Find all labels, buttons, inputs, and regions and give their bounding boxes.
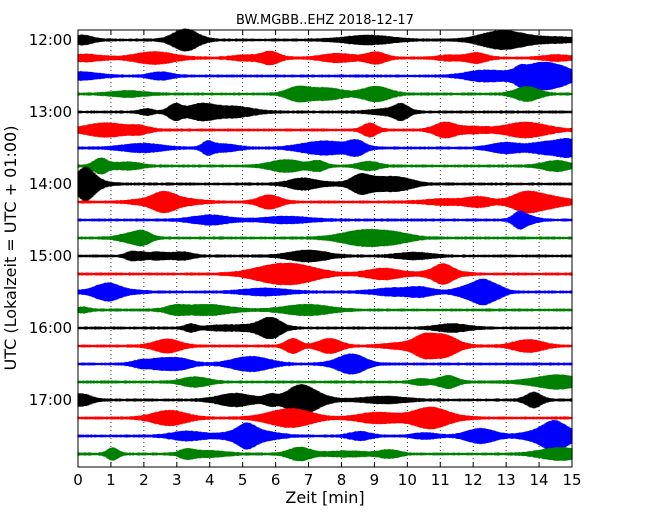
trace-1715 (77, 406, 573, 430)
x-tick-label-9: 9 (370, 471, 380, 489)
trace-1415 (77, 190, 573, 214)
trace-1630 (77, 353, 573, 375)
trace-1700 (77, 384, 573, 416)
trace-1430 (77, 210, 573, 230)
x-tick-label-11: 11 (431, 471, 450, 489)
x-tick-label-15: 15 (562, 471, 581, 489)
x-tick-label-10: 10 (398, 471, 417, 489)
y-tick-label-1300: 13:00 (29, 103, 72, 121)
trace-1500 (77, 249, 573, 263)
x-tick-label-6: 6 (271, 471, 281, 489)
y-tick-label-1600: 16:00 (29, 319, 72, 337)
x-tick-label-5: 5 (238, 471, 248, 489)
trace-1530 (77, 278, 573, 306)
trace-1545 (77, 303, 573, 317)
x-tick-label-3: 3 (172, 471, 182, 489)
y-axis-ticks: 12:00 13:00 14:00 15:00 16:00 17:00 (29, 31, 83, 409)
trace-1245 (77, 85, 573, 103)
y-tick-label-1200: 12:00 (29, 31, 72, 49)
y-axis-label: UTC (Lokalzeit = UTC + 01:00) (1, 126, 20, 371)
trace-1445 (77, 228, 573, 248)
x-tick-label-2: 2 (139, 471, 149, 489)
x-tick-label-1: 1 (106, 471, 116, 489)
trace-group (77, 28, 573, 462)
x-tick-label-14: 14 (530, 471, 549, 489)
trace-1600 (77, 317, 573, 339)
trace-1345 (77, 157, 573, 175)
x-tick-label-4: 4 (205, 471, 215, 489)
trace-1330 (77, 137, 573, 159)
chart-title: BW.MGBB..EHZ 2018-12-17 (236, 13, 414, 28)
x-tick-label-8: 8 (337, 471, 347, 489)
trace-1615 (77, 332, 573, 360)
trace-1745 (77, 446, 573, 462)
y-tick-label-1500: 15:00 (29, 247, 72, 265)
x-axis-label: Zeit [min] (285, 488, 364, 507)
trace-1645 (77, 374, 573, 390)
y-tick-label-1400: 14:00 (29, 175, 72, 193)
trace-1515 (77, 262, 573, 286)
trace-1730 (77, 419, 573, 453)
y-tick-label-1700: 17:00 (29, 391, 72, 409)
x-tick-label-13: 13 (497, 471, 516, 489)
trace-1300 (77, 102, 573, 122)
x-tick-label-7: 7 (304, 471, 314, 489)
plot-frame (77, 29, 573, 468)
x-tick-label-0: 0 (73, 471, 83, 489)
trace-1230 (77, 61, 573, 91)
trace-1215 (77, 50, 573, 66)
trace-1200 (77, 28, 573, 52)
x-tick-label-12: 12 (464, 471, 483, 489)
trace-1315 (77, 121, 573, 139)
